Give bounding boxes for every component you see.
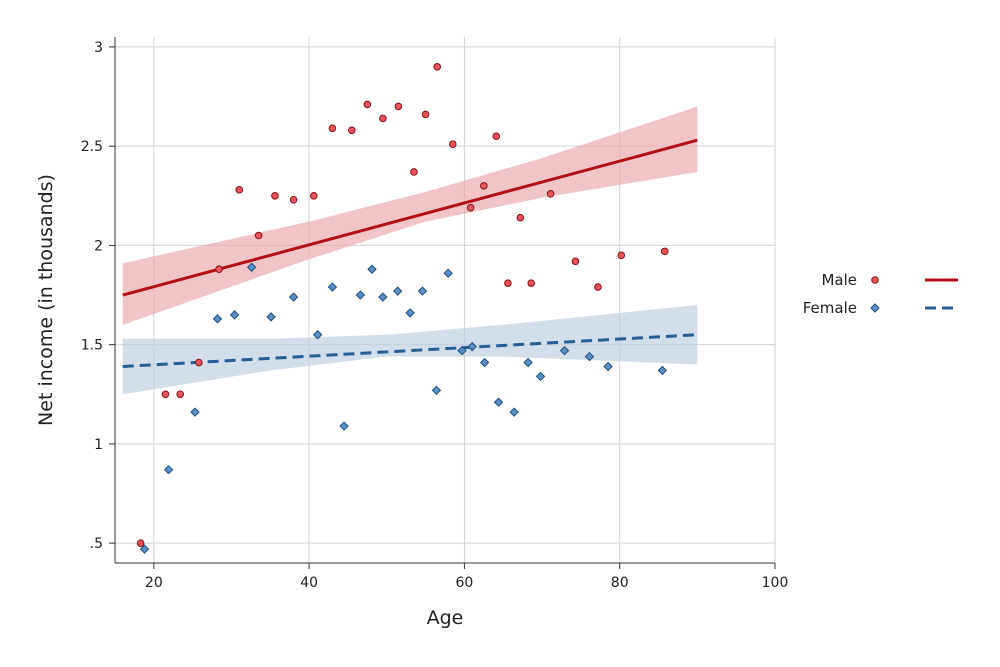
female-point (339, 421, 349, 431)
male-point (466, 203, 475, 212)
male-point (448, 140, 457, 148)
axes (109, 37, 776, 569)
male-point (594, 283, 602, 291)
x-tick-label: 20 (145, 575, 163, 591)
female-point (312, 330, 323, 340)
male-point (394, 102, 403, 111)
female-point (288, 292, 299, 302)
female-point (139, 544, 150, 554)
y-tick-label: 3 (94, 40, 103, 56)
male-point (363, 100, 372, 109)
y-tick-label: 1 (94, 437, 103, 453)
female-point (212, 314, 223, 324)
female-point (457, 345, 467, 356)
male-point (480, 182, 488, 190)
female-point (431, 385, 442, 396)
male-point (527, 279, 535, 287)
male-point (617, 251, 626, 260)
female-point (190, 407, 200, 417)
male-point (254, 231, 263, 240)
female-confidence-band (122, 304, 698, 395)
female-point (405, 308, 415, 318)
female-point (367, 264, 377, 274)
female-point (479, 357, 490, 368)
female-point (163, 465, 174, 475)
male-point (546, 190, 555, 198)
x-tick-label: 100 (762, 575, 789, 591)
female-point (535, 371, 546, 382)
female-point (657, 365, 668, 376)
female-point (493, 397, 504, 407)
male-point (161, 390, 170, 399)
male-point (195, 358, 203, 367)
female-point (246, 262, 257, 272)
x-tick-label: 80 (611, 575, 629, 591)
male-point (215, 265, 223, 274)
x-tick-label: 40 (300, 575, 318, 591)
y-tick-label: 2 (94, 238, 103, 254)
male-point (271, 191, 279, 200)
tick-labels: 20 40 60 80 100 .5 1 1.5 2 2.5 3 (81, 40, 789, 591)
male-fit-line (122, 138, 698, 297)
y-tick-label: .5 (90, 536, 103, 552)
female-point (584, 351, 595, 362)
female-point (355, 290, 366, 300)
y-tick-label: 1.5 (81, 338, 103, 354)
female-point (266, 312, 276, 322)
confidence-bands (122, 106, 698, 395)
y-tick-label: 2.5 (81, 139, 103, 155)
male-point (348, 126, 356, 135)
male-point (660, 247, 669, 256)
female-fit-line (122, 333, 698, 368)
male-point (309, 191, 318, 200)
female-point (467, 341, 477, 352)
male-point (328, 124, 337, 133)
legend-marker-female (870, 303, 880, 313)
legend: Male Female (803, 271, 958, 317)
legend-label-female: Female (803, 299, 857, 317)
male-point (516, 213, 525, 222)
male-point (235, 186, 244, 194)
female-point (417, 286, 428, 296)
data-points (136, 62, 669, 554)
female-point (229, 310, 240, 320)
male-point (410, 168, 418, 176)
male-point (176, 390, 185, 399)
male-point (136, 539, 145, 547)
female-point (523, 357, 533, 368)
female-point (559, 345, 570, 356)
female-point (443, 268, 453, 278)
male-point (571, 257, 580, 266)
legend-marker-male (871, 276, 879, 284)
x-tick-label: 60 (455, 575, 473, 591)
y-axis-title: Net income (in thousands) (35, 174, 57, 426)
female-point (327, 282, 338, 292)
male-point (421, 110, 430, 119)
x-axis-title: Age (427, 607, 464, 629)
legend-label-male: Male (821, 271, 857, 289)
female-point (509, 407, 519, 417)
male-confidence-band (122, 106, 698, 325)
male-point (504, 279, 512, 287)
male-point (433, 62, 442, 71)
male-point (492, 132, 501, 141)
male-point (379, 114, 387, 123)
female-point (378, 292, 388, 302)
female-point (392, 286, 403, 296)
male-point (289, 195, 298, 204)
female-point (603, 361, 613, 372)
